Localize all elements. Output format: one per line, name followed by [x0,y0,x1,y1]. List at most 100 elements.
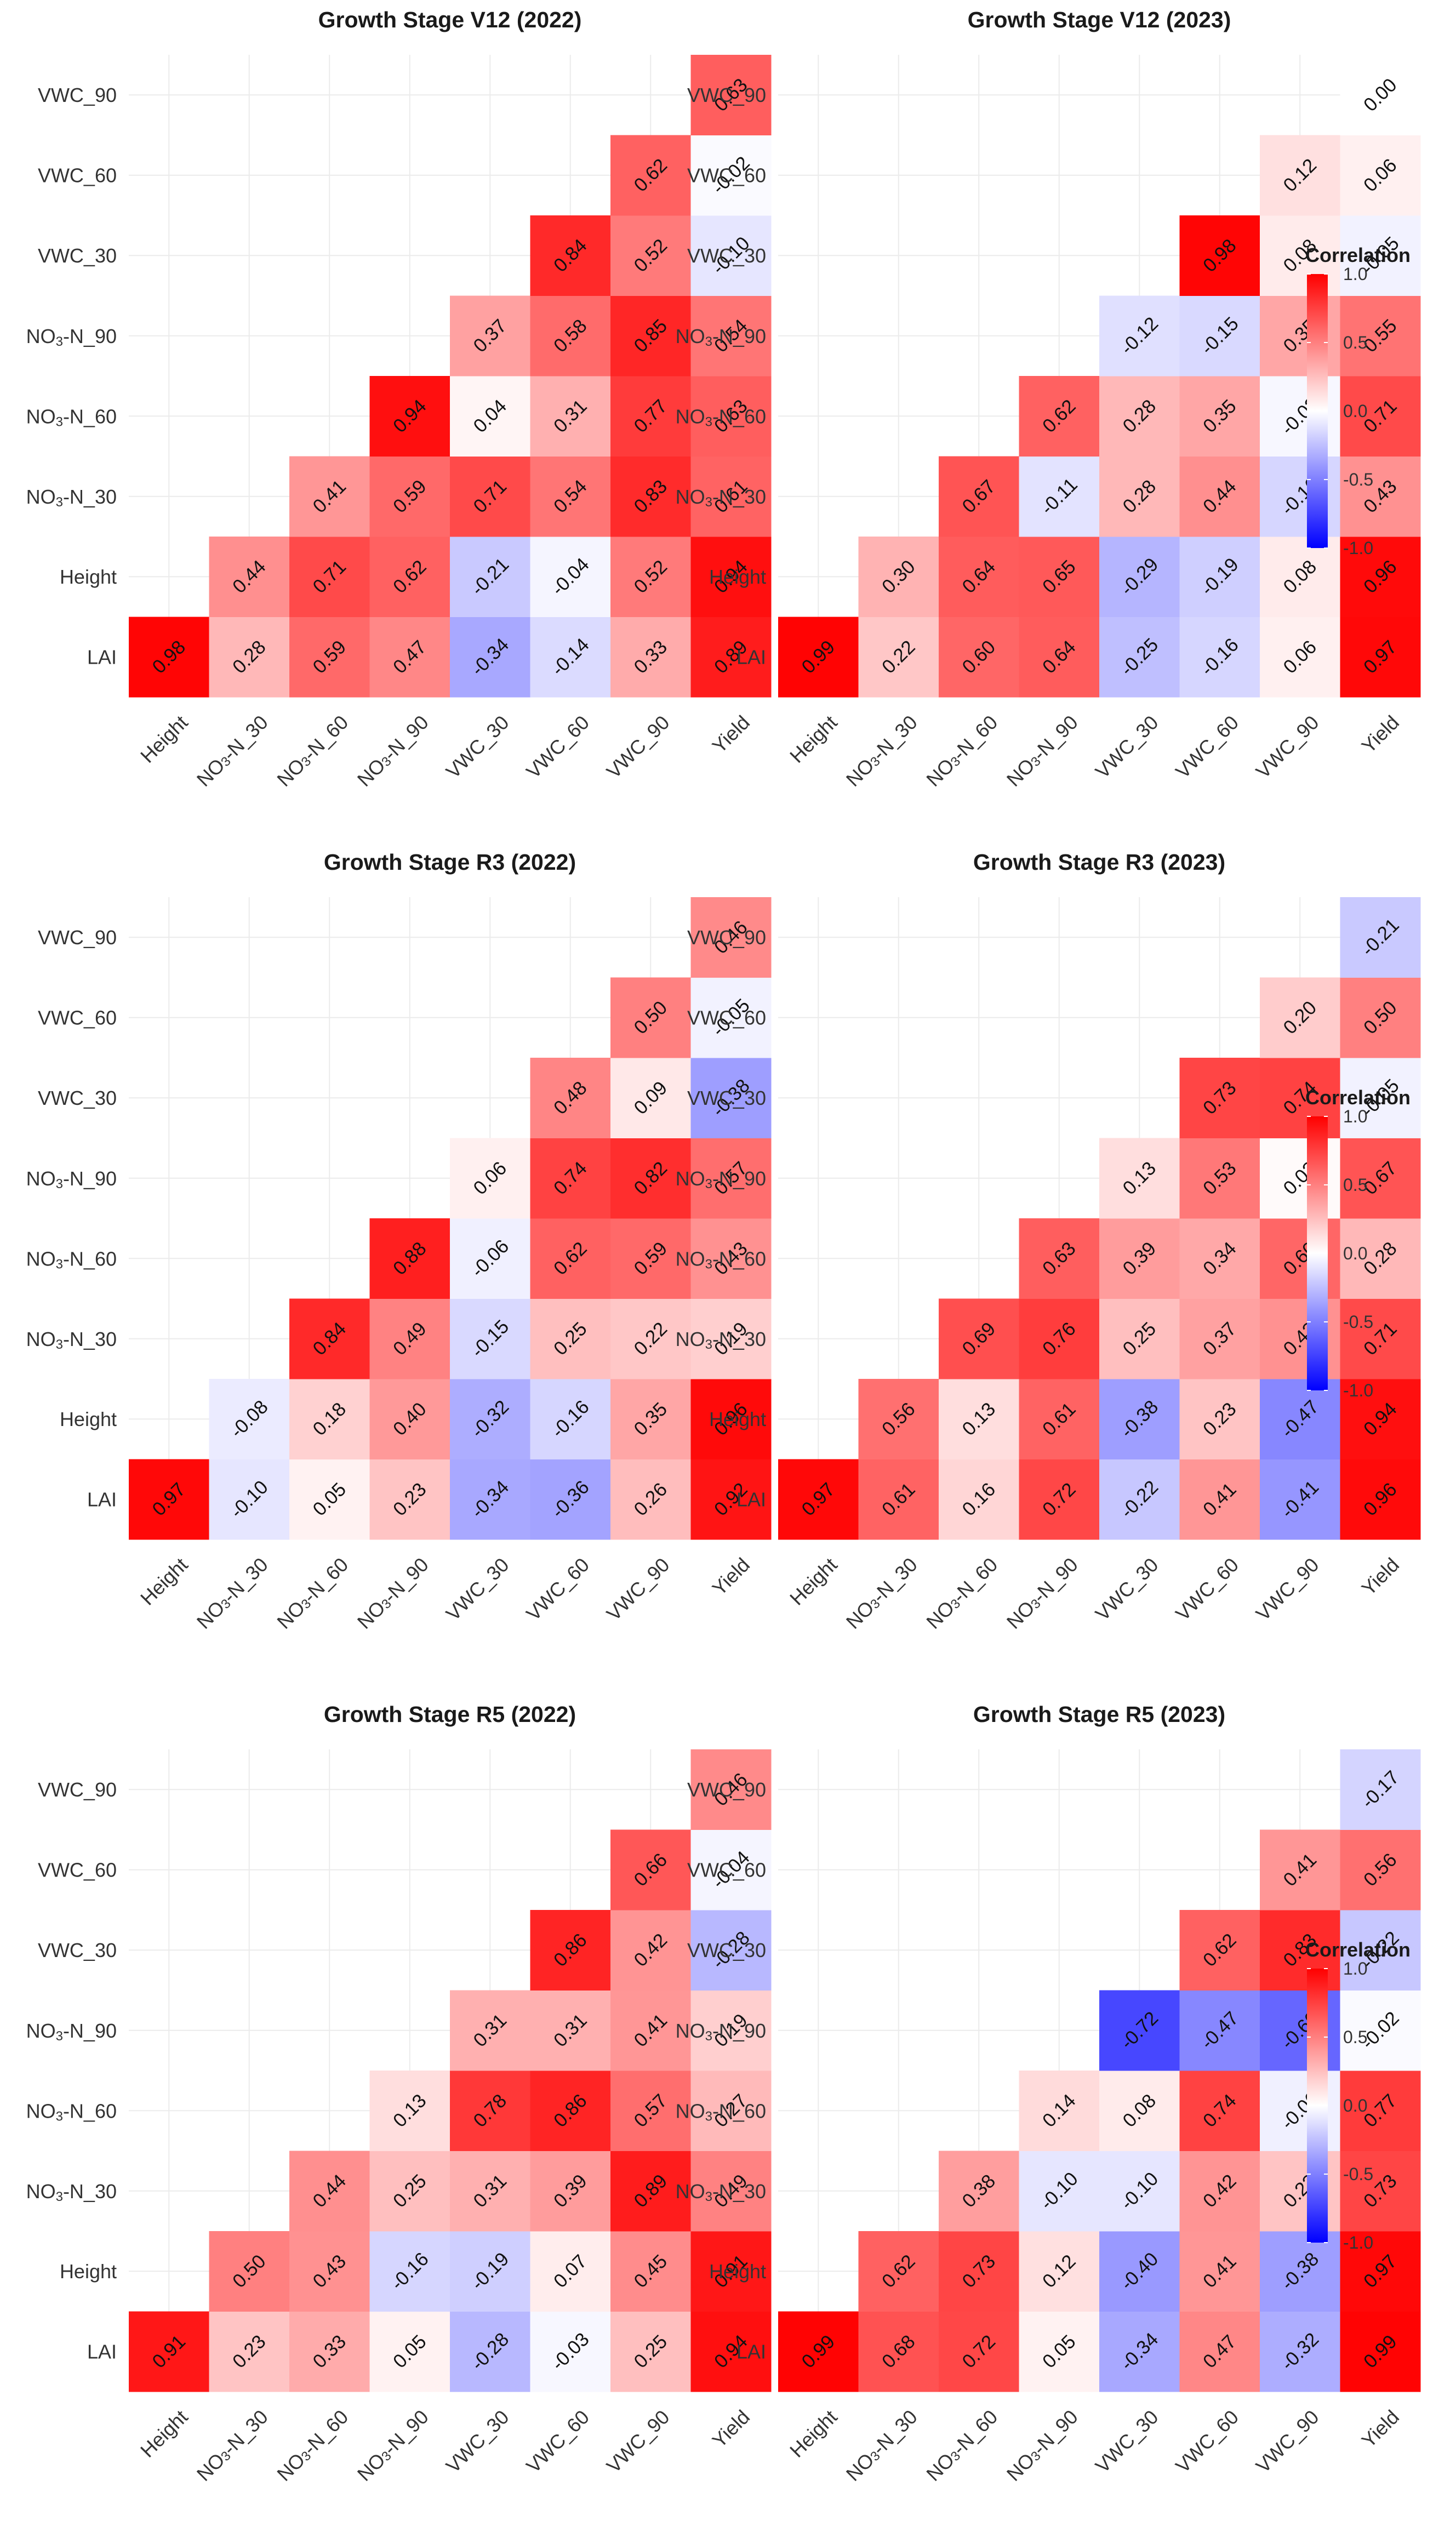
heatmap-cell-vwc-30-yield [1340,1910,1421,1991]
heatmap-cell-no3-n-60-vwc-90 [610,1218,691,1299]
heatmap-cell-no3-n-60-yield [1340,1218,1421,1299]
heatmap-cell-no3-n-30-yield [1340,456,1421,537]
heatmap-cell-no3-n-30-vwc-60 [1179,2151,1260,2232]
heatmap-cell-lai-height [778,1459,859,1540]
heatmap-cell-height-no3-n-60 [939,1379,1019,1459]
heatmap-cell-vwc-90-yield [690,55,772,135]
x-axis-label-no3-n-60: NO3-N_60 [922,2405,1002,2485]
heatmap-cell-no3-n-30-yield [1340,2151,1421,2232]
heatmap-cell-height-no3-n-30 [209,537,290,617]
y-axis-label-vwc-30: VWC_30 [38,244,117,267]
x-axis-label-no3-n-90: NO3-N_90 [353,711,433,791]
heatmap-cell-no3-n-30-vwc-60 [530,1298,611,1379]
heatmap-cell-lai-height [129,1459,209,1540]
x-axis-label-no3-n-60: NO3-N_60 [922,1553,1002,1633]
heatmap-cell-no3-n-30-vwc-90 [610,456,691,537]
heatmap-cell-vwc-60-yield [1340,977,1421,1058]
y-axis-label-height: Height [709,566,766,588]
x-axis-label-height: Height [785,1553,842,1610]
y-axis-label-lai: LAI [87,1488,117,1510]
heatmap-cell-vwc-30-yield [690,1058,772,1138]
heatmap-cell-lai-yield [690,2311,772,2392]
y-axis-label-lai: LAI [87,646,117,668]
heatmap-cell-no3-n-90-vwc-30 [450,295,530,377]
x-axis-label-vwc-90: VWC_90 [1252,711,1323,783]
heatmap-cell-no3-n-60-vwc-30 [1099,2071,1180,2151]
y-axis-label-vwc-30: VWC_30 [687,1939,766,1961]
heatmap-cell-lai-no3-n-90 [1019,2311,1100,2392]
heatmap-cell-height-vwc-90 [1260,537,1340,617]
heatmap-cell-no3-n-60-vwc-60 [1179,2071,1260,2151]
heatmap-panel-growth-stage-v12-2022: Growth Stage V12 (2022)0.98 0.28 0.59 0.47-… [26,7,772,791]
heatmap-cell-no3-n-30-vwc-30 [1099,456,1180,537]
legend-tick-label: 0.5 [1343,2027,1367,2047]
heatmap-cell-no3-n-90-vwc-30 [1099,1138,1180,1219]
y-axis-label-height: Height [60,1408,117,1430]
x-axis-label-yield: Yield [707,1553,754,1600]
legend-tick-label: 0.0 [1343,2096,1367,2115]
heatmap-cell-lai-vwc-30 [1099,1459,1180,1540]
heatmap-cell-height-yield [1340,2231,1421,2312]
x-axis-label-vwc-30: VWC_30 [442,711,513,783]
heatmap-cell-lai-height [129,617,209,698]
heatmap-cell-height-no3-n-90 [1019,537,1100,617]
y-axis-label-no3-n-90: NO3-N_90 [676,1167,766,1191]
heatmap-cell-no3-n-30-no3-n-90 [369,2151,450,2232]
heatmap-cell-lai-no3-n-30 [209,2311,290,2392]
heatmap-cell-no3-n-60-vwc-30 [450,376,530,457]
y-axis-label-no3-n-60: NO3-N_60 [26,1247,117,1271]
heatmap-cell-lai-height [778,617,859,698]
panel-title: Growth Stage V12 (2023) [968,7,1231,32]
heatmap-cell-no3-n-90-yield [1340,295,1421,377]
heatmap-cell-no3-n-30-no3-n-60 [939,456,1019,537]
heatmap-cell-height-yield [1340,1379,1421,1459]
heatmap-cell-height-vwc-30 [1099,1379,1180,1459]
legend-tick-label: -1.0 [1343,1381,1373,1400]
heatmap-cell-no3-n-30-no3-n-90 [369,456,450,537]
heatmap-cell-lai-vwc-30 [450,1459,530,1540]
x-axis-label-vwc-30: VWC_30 [442,2405,513,2477]
y-axis-label-lai: LAI [736,2340,766,2363]
heatmap-cell-lai-no3-n-90 [369,1459,450,1540]
heatmap-cell-lai-vwc-60 [530,1459,611,1540]
heatmap-cell-height-vwc-60 [530,2231,611,2312]
y-axis-label-vwc-90: VWC_90 [38,926,117,949]
heatmap-cell-lai-vwc-60 [1179,617,1260,698]
heatmap-cell-height-no3-n-30 [858,537,939,617]
heatmap-cell-height-vwc-60 [1179,2231,1260,2312]
heatmap-cell-no3-n-30-vwc-90 [610,1298,691,1379]
y-axis-label-no3-n-60: NO3-N_60 [676,1247,766,1271]
heatmap-cell-no3-n-90-vwc-30 [450,1138,530,1219]
heatmap-cell-no3-n-30-vwc-60 [530,2151,611,2232]
y-axis-label-height: Height [60,566,117,588]
heatmap-cell-vwc-60-yield [690,135,772,216]
y-axis-label-vwc-30: VWC_30 [38,1939,117,1961]
legend-tick-label: 0.0 [1343,401,1367,421]
heatmap-cell-no3-n-30-no3-n-60 [939,1298,1019,1379]
y-axis-label-vwc-60: VWC_60 [687,1006,766,1029]
heatmap-cell-lai-vwc-30 [450,617,530,698]
x-axis-label-vwc-60: VWC_60 [1171,2405,1243,2477]
heatmap-panel-growth-stage-r3-2022: Growth Stage R3 (2022)0.97 -0.10 0.05 0.23-… [26,849,772,1633]
heatmap-cell-no3-n-30-vwc-60 [1179,456,1260,537]
legend-tick-label: -0.5 [1343,470,1373,489]
y-axis-label-vwc-30: VWC_30 [687,1087,766,1109]
x-axis-label-yield: Yield [1357,2405,1403,2452]
heatmap-cell-lai-no3-n-60 [289,2311,370,2392]
heatmap-cell-no3-n-60-yield [690,1218,772,1299]
heatmap-cell-no3-n-30-vwc-30 [1099,1298,1180,1379]
x-axis-label-vwc-30: VWC_30 [1091,711,1163,783]
y-axis-label-no3-n-90: NO3-N_90 [676,2019,766,2043]
heatmap-cell-no3-n-90-vwc-60 [1179,1990,1260,2071]
legend-tick-label: 0.0 [1343,1244,1367,1263]
heatmap-cell-vwc-30-vwc-60 [530,215,611,296]
heatmap-cell-vwc-90-yield [1340,55,1421,135]
heatmap-cell-no3-n-90-vwc-90 [610,1138,691,1219]
heatmap-cell-height-vwc-30 [450,1379,530,1459]
heatmap-cell-no3-n-30-yield [1340,1298,1421,1379]
heatmap-cell-lai-height [129,2311,209,2392]
heatmap-cell-no3-n-30-vwc-90 [610,2151,691,2232]
panel-title: Growth Stage R5 (2022) [324,1702,576,1727]
